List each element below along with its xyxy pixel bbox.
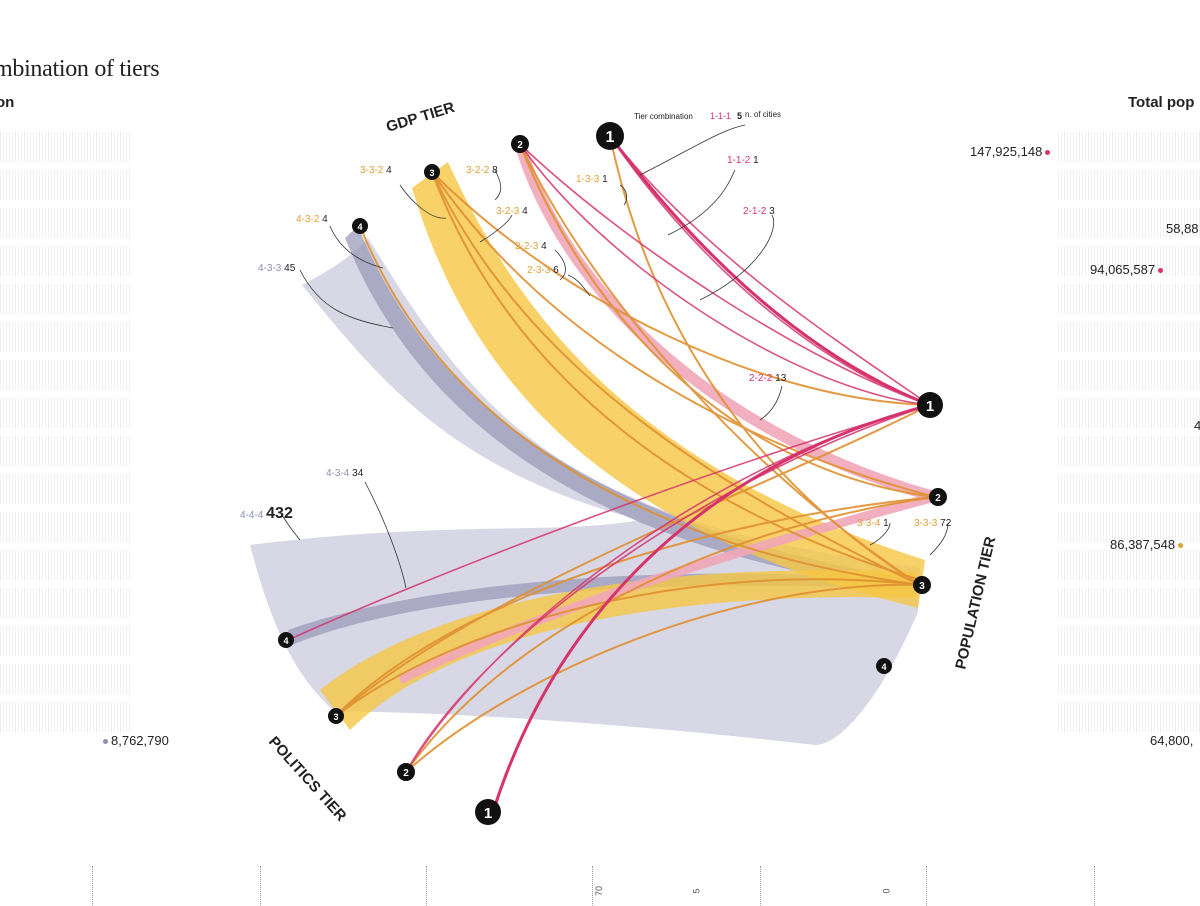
- combo-label: 3-2-2 8: [466, 165, 498, 176]
- population-node-2: 2: [929, 488, 947, 506]
- population-node-1: 1: [917, 392, 943, 418]
- bottom-axis-gridline: [92, 866, 93, 906]
- combo-label: 4-4-4 432: [240, 505, 293, 522]
- left-column-heading: on: [0, 94, 15, 111]
- gdp-node-3: 3: [424, 164, 440, 180]
- right-value-row: 64,800,: [1150, 733, 1194, 748]
- flow-1-1-1: [608, 135, 931, 407]
- svg-text:2: 2: [403, 768, 409, 779]
- gdp-tier-title: GDP TIER: [384, 99, 457, 136]
- svg-text:1: 1: [606, 129, 615, 146]
- combo-label: 3-3-3 72: [914, 518, 952, 529]
- bottom-axis-gridline: [926, 866, 927, 906]
- flow-politics-1: [491, 403, 931, 813]
- population-node-3: 3: [913, 576, 931, 594]
- svg-text:3: 3: [919, 581, 925, 592]
- combo-label: 2-2-2 13: [749, 373, 787, 384]
- svg-text:3: 3: [429, 168, 434, 178]
- right-value-row: 147,925,148: [970, 144, 1053, 159]
- politics-node-1: 1: [475, 799, 501, 825]
- combo-label: 4-3-4 34: [326, 468, 364, 479]
- politics-tier-title: POLITICS TIER: [265, 733, 350, 824]
- politics-node-4: 4: [278, 632, 294, 648]
- gdp-node-2: 2: [511, 135, 529, 153]
- left-value-row: 8,762,790: [100, 733, 169, 748]
- value-marker-dot: [1045, 150, 1051, 156]
- value-marker-dot: [103, 739, 108, 745]
- combo-label: 2-3-3 6: [527, 265, 559, 276]
- combo-label: 3-2-3 4: [496, 206, 528, 217]
- politics-node-2: 2: [397, 763, 415, 781]
- combo-label: 4-3-2 4: [296, 214, 328, 225]
- right-value-row: 58,88: [1166, 221, 1199, 236]
- politics-node-3: 3: [328, 708, 344, 724]
- label-leader-lines: [281, 124, 949, 589]
- right-value-row: 86,387,548: [1110, 537, 1186, 552]
- value-marker-dot: [1178, 543, 1184, 549]
- value-marker-dot: [1158, 268, 1164, 274]
- population-node-4: 4: [876, 658, 892, 674]
- gdp-node-4: 4: [352, 218, 368, 234]
- bottom-axis-gridline: [1094, 866, 1095, 906]
- right-column-heading: Total pop: [1128, 94, 1195, 111]
- svg-text:4: 4: [283, 636, 288, 646]
- combination-labels: Tier combination 1-1-1 5 n. of cities 1-…: [240, 110, 952, 529]
- svg-text:4: 4: [881, 662, 886, 672]
- legend-suffix: n. of cities: [745, 110, 781, 119]
- orange-flow-lines: [335, 135, 936, 773]
- svg-text:1: 1: [926, 398, 934, 415]
- svg-text:2: 2: [517, 140, 523, 151]
- legend-prefix: Tier combination: [634, 112, 693, 121]
- legend-combo: 1-1-1: [710, 111, 731, 121]
- population-tier-title: POPULATION TIER: [952, 535, 999, 671]
- combo-label: 2-1-2 3: [743, 206, 775, 217]
- combo-label: 2-2-3 4: [515, 241, 547, 252]
- chart-title: mbination of tiers: [0, 56, 160, 82]
- combo-label: 3-3-2 4: [360, 165, 392, 176]
- svg-text:1: 1: [484, 805, 492, 822]
- combo-label: 4-3-3 45: [258, 263, 296, 274]
- bottom-axis-gridline: [260, 866, 261, 906]
- right-value-row: 94,065,587: [1090, 262, 1166, 277]
- combo-label: 1-3-3 1: [576, 174, 608, 185]
- svg-text:2: 2: [935, 493, 941, 504]
- bottom-axis-gridline: [592, 866, 593, 906]
- ribbon-politics-2: [397, 492, 937, 685]
- svg-text:4: 4: [357, 222, 362, 232]
- bottom-axis-gridline: [426, 866, 427, 906]
- gdp-node-1: 1: [596, 122, 624, 150]
- combo-label: 1-1-2 1: [727, 155, 759, 166]
- svg-text:3: 3: [333, 712, 338, 722]
- right-value-row: 4: [1194, 418, 1200, 433]
- combo-label: 3-3-4 1: [857, 518, 889, 529]
- legend-count: 5: [737, 111, 742, 121]
- bottom-axis-gridline: [760, 866, 761, 906]
